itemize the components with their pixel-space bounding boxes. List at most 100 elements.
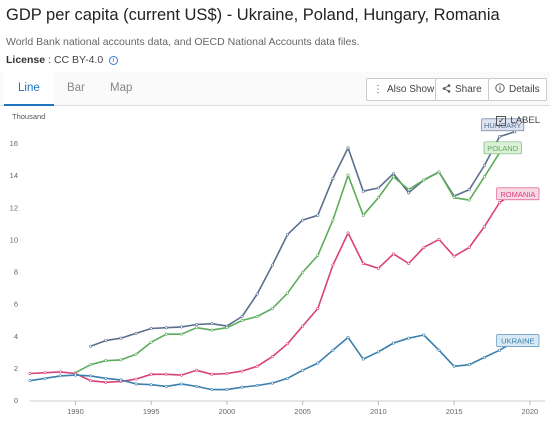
data-point-poland [331, 218, 335, 222]
series-label-poland: POLAND [487, 144, 518, 153]
data-point-poland [255, 314, 259, 318]
data-point-ukraine [376, 350, 380, 354]
x-tick-label: 1990 [67, 407, 84, 416]
tab-map[interactable]: Map [110, 82, 133, 94]
data-point-ukraine [89, 374, 93, 378]
line-chart: Thousand 0 2 4 6 8 10 12 14 16 1990 1995 2000 2005 201… [10, 112, 545, 416]
data-point-hungary [346, 146, 350, 150]
data-point-romania [240, 369, 244, 373]
data-point-ukraine [210, 388, 214, 392]
x-tick-label: 2020 [522, 407, 539, 416]
y-tick-label: 10 [10, 235, 18, 244]
data-point-ukraine [392, 341, 396, 345]
y-tick-label: 2 [14, 364, 18, 373]
data-point-romania [376, 266, 380, 270]
data-point-romania [331, 263, 335, 267]
data-point-romania [452, 254, 456, 258]
data-point-hungary [467, 188, 471, 192]
data-point-romania [134, 377, 138, 381]
label-toggle[interactable]: ✓ LABEL [496, 115, 540, 126]
info-icon[interactable]: i [109, 56, 119, 65]
data-point-poland [316, 253, 320, 257]
y-axis-unit-label: Thousand [12, 112, 45, 121]
series-label-ukraine: UKRAINE [501, 337, 534, 346]
x-tick-label: 2000 [219, 407, 236, 416]
license-line: License : CC BY-4.0 i [6, 54, 546, 67]
data-point-ukraine [482, 355, 486, 359]
data-point-poland [179, 332, 183, 336]
data-point-hungary [255, 292, 259, 296]
data-point-ukraine [285, 376, 289, 380]
y-tick-label: 12 [10, 203, 18, 212]
data-point-poland [89, 363, 93, 367]
data-point-ukraine [452, 364, 456, 368]
data-point-romania [422, 245, 426, 249]
data-point-romania [316, 306, 320, 310]
data-point-hungary [361, 189, 365, 193]
data-point-romania [43, 371, 47, 375]
data-point-ukraine [179, 382, 183, 386]
series-label-romania: ROMANIA [500, 190, 535, 199]
data-point-ukraine [407, 336, 411, 340]
chart-header: GDP per capita (current US$) - Ukraine, … [6, 4, 546, 67]
data-point-romania [482, 225, 486, 229]
data-point-ukraine [422, 333, 426, 337]
data-point-hungary [316, 213, 320, 217]
data-point-romania [210, 372, 214, 376]
data-point-hungary [301, 218, 305, 222]
data-point-romania [467, 245, 471, 249]
series-label-box-ukraine [496, 334, 540, 347]
data-point-hungary [149, 327, 153, 331]
data-point-romania [407, 262, 411, 266]
data-point-poland [240, 319, 244, 323]
data-point-poland [164, 332, 168, 336]
data-point-hungary [164, 326, 168, 330]
source-note: World Bank national accounts data, and O… [6, 36, 360, 48]
x-tick-label: 2015 [446, 407, 463, 416]
x-tick-label: 2005 [294, 407, 311, 416]
share-label: Share [455, 84, 482, 95]
tab-line[interactable]: Line [4, 72, 54, 106]
data-point-hungary [89, 344, 93, 348]
also-show-label: Also Show [387, 84, 435, 95]
y-tick-label: 4 [14, 332, 18, 341]
data-point-poland [361, 213, 365, 217]
label-toggle-text: LABEL [510, 115, 540, 126]
data-point-poland [149, 340, 153, 344]
share-button[interactable]: Share [435, 78, 489, 101]
series-line-ukraine [29, 334, 530, 391]
details-button[interactable]: Details [488, 78, 547, 101]
tab-bar[interactable]: Bar [67, 82, 85, 94]
y-tick-label: 16 [10, 139, 18, 148]
data-point-ukraine [225, 388, 229, 392]
data-point-romania [195, 368, 199, 372]
data-point-poland [452, 196, 456, 200]
data-point-ukraine [134, 382, 138, 386]
data-point-hungary [179, 325, 183, 329]
label-checkbox[interactable]: ✓ [496, 115, 507, 126]
data-point-ukraine [331, 348, 335, 352]
y-tick-label: 0 [14, 396, 18, 405]
data-point-poland [104, 359, 108, 363]
data-point-romania [270, 355, 274, 359]
data-point-romania [58, 370, 62, 374]
data-point-poland [195, 326, 199, 330]
data-point-romania [437, 237, 441, 241]
data-point-ukraine [73, 373, 77, 377]
data-point-romania [164, 372, 168, 376]
data-point-romania [104, 380, 108, 384]
data-point-hungary [104, 339, 108, 343]
also-show-button[interactable]: ⋮ Also Show [366, 78, 442, 101]
more-vertical-icon: ⋮ [373, 84, 383, 95]
data-point-poland [119, 358, 123, 362]
data-point-ukraine [346, 335, 350, 339]
data-point-poland [392, 175, 396, 179]
data-point-hungary [376, 186, 380, 190]
data-point-hungary [331, 176, 335, 180]
page-title: GDP per capita (current US$) - Ukraine, … [6, 6, 500, 24]
series-label-box-poland [483, 141, 522, 155]
data-point-ukraine [301, 368, 305, 372]
data-point-ukraine [255, 384, 259, 388]
data-point-hungary [482, 164, 486, 168]
data-point-romania [498, 200, 502, 204]
